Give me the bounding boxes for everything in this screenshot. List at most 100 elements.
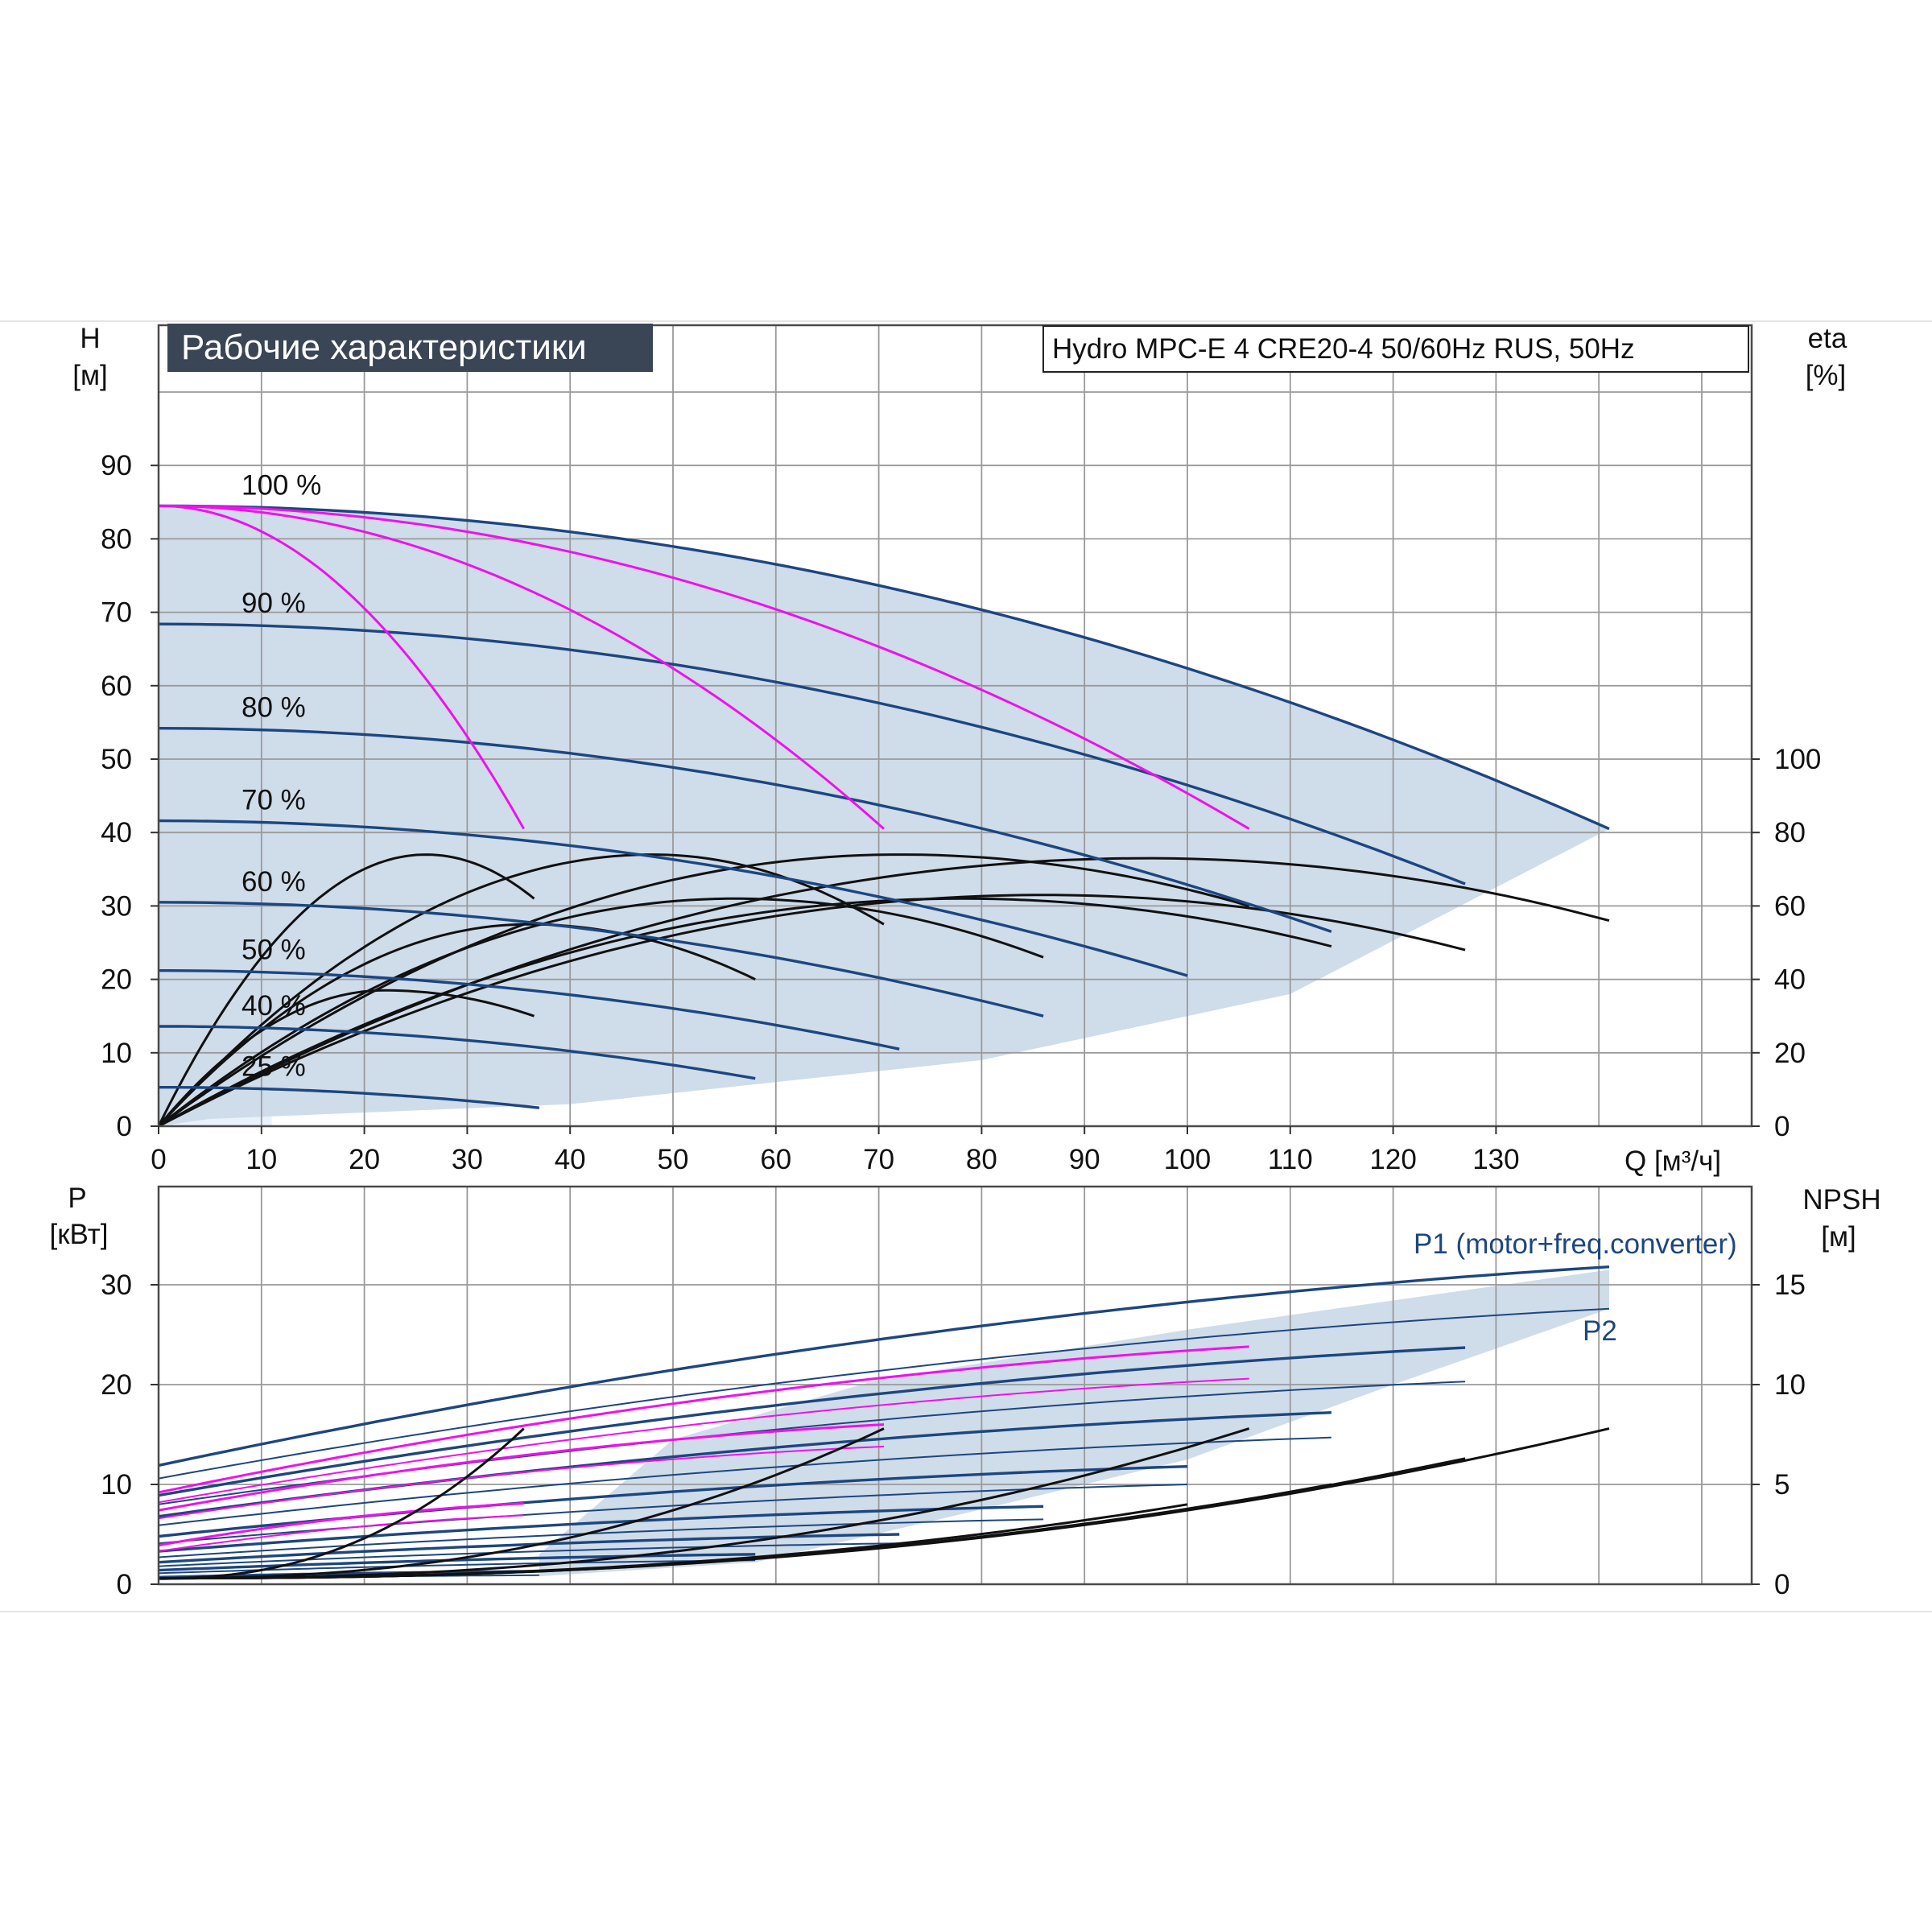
power-envelope [539, 1269, 1609, 1577]
power-curve [159, 1518, 1044, 1558]
npsh-curve [159, 1427, 525, 1580]
head-curve [159, 504, 1610, 831]
speed-label: 25 % [242, 1051, 306, 1083]
power-grid [159, 1187, 1752, 1584]
efficiency-curve [159, 857, 1610, 1126]
speed-labels: 100 % 90 % 80 % 70 % 60 % 50 % 40 % 25 % [242, 469, 321, 1082]
power-curve [159, 1307, 1610, 1480]
efficiency-curve [159, 897, 1332, 1126]
speed-label: 70 % [242, 785, 306, 816]
x-tick-label: 120 [1369, 1144, 1416, 1175]
head-ticks: 0 10 20 30 40 50 60 70 80 90 100 110 120 130 0 10 20 30 40… [101, 450, 1821, 1175]
head-curve [159, 1025, 756, 1080]
head-curve [159, 969, 900, 1051]
power-envelope-area [539, 1269, 1609, 1577]
p1-series-label: P1 (motor+freq.converter) [1414, 1228, 1737, 1260]
y-tick-label: 80 [101, 523, 132, 555]
head-curve [159, 622, 1466, 886]
title-box [167, 324, 653, 372]
x-tick-label: 30 [452, 1144, 483, 1175]
x-tick-label: 40 [555, 1144, 586, 1175]
y-tick-label: 20 [101, 964, 132, 996]
npsh-tick-label: 15 [1774, 1269, 1806, 1301]
y-tick-label: 0 [117, 1111, 132, 1142]
y-tick-label: 70 [101, 597, 132, 629]
head-grid [159, 325, 1752, 1126]
y2-axis-unit: [%] [1806, 360, 1847, 391]
speed-label: 60 % [242, 866, 306, 898]
speed-label: 50 % [242, 935, 306, 966]
x-tick-label: 10 [246, 1144, 277, 1175]
p-tick-label: 30 [101, 1269, 132, 1301]
power-curve [159, 1505, 1044, 1553]
pump-count-curve [159, 504, 1250, 830]
pump-count-curve [159, 504, 885, 830]
pump-power-curve [159, 1345, 1249, 1494]
bottom-separator [0, 1611, 1932, 1612]
x-tick-label: 70 [863, 1144, 894, 1175]
head-curve [159, 1086, 540, 1109]
x-tick-label: 80 [966, 1144, 997, 1175]
envelope-area [159, 506, 1609, 1126]
npsh-curve [159, 1457, 1466, 1580]
power-curve [159, 1542, 900, 1567]
subtitle-box [1042, 325, 1749, 373]
x-tick-label: 0 [151, 1144, 166, 1175]
x-tick-label: 130 [1472, 1144, 1519, 1175]
y-tick-label: 50 [101, 744, 132, 775]
y-tick-label: 60 [101, 671, 132, 702]
y2-tick-label: 100 [1774, 744, 1821, 775]
p2-series-label: P2 [1583, 1315, 1617, 1347]
x-axis-label: Q [м³/ч] [1624, 1146, 1721, 1177]
head-curves [159, 504, 1610, 1126]
npsh-axis-label: NPSH [1802, 1184, 1880, 1216]
y2-tick-label: 60 [1774, 890, 1806, 922]
chart-subtitle: Hydro MPC-E 4 CRE20-4 50/60Hz RUS, 50Hz [1052, 333, 1635, 365]
y2-tick-label: 40 [1774, 964, 1806, 996]
y2-tick-label: 20 [1774, 1038, 1806, 1069]
y2-tick-label: 80 [1774, 817, 1806, 848]
power-curve [159, 1553, 756, 1572]
y-tick-label: 10 [101, 1038, 132, 1069]
p-tick-label: 10 [101, 1469, 132, 1501]
power-curve [159, 1265, 1610, 1468]
efficiency-curve [159, 853, 1250, 1126]
pump-power-curve [159, 1502, 524, 1547]
efficiency-curve [159, 894, 1466, 1126]
p-axis-unit: [кВт] [50, 1219, 109, 1250]
y2-axis-label: eta [1808, 323, 1847, 354]
efficiency-curve [159, 897, 1044, 1126]
efficiency-curve [159, 853, 885, 1126]
x-tick-label: 100 [1164, 1144, 1211, 1175]
x-tick-label: 110 [1268, 1144, 1313, 1175]
p-tick-label: 20 [101, 1369, 132, 1401]
speed-label: 100 % [242, 469, 321, 501]
pump-power-curve [159, 1377, 1249, 1504]
top-separator [0, 320, 1932, 322]
y-tick-label: 30 [101, 890, 132, 922]
y-tick-label: 40 [101, 817, 132, 848]
p-tick-label: 0 [117, 1569, 132, 1600]
pump-power-curve [159, 1514, 524, 1553]
power-curves [159, 1265, 1610, 1580]
x-tick-label: 60 [760, 1144, 791, 1175]
speed-label: 90 % [242, 588, 306, 619]
power-curve [159, 1346, 1466, 1497]
head-curve [159, 901, 1044, 1018]
y-axis-label: H [80, 323, 100, 354]
npsh-tick-label: 5 [1774, 1469, 1790, 1501]
speed-label: 40 % [242, 990, 306, 1022]
y-axis-unit: [м] [72, 360, 108, 391]
pump-count-curve [159, 504, 525, 830]
npsh-tick-label: 0 [1774, 1569, 1790, 1600]
npsh-curve [159, 1427, 885, 1580]
head-curve [159, 819, 1188, 977]
power-curve [159, 1436, 1331, 1526]
pump-power-curve [159, 1423, 885, 1512]
x-tick-label: 90 [1069, 1144, 1100, 1175]
efficiency-curve [159, 853, 535, 1126]
power-panel: P [кВт] NPSH [м] P1 (motor+freq.converte… [50, 1183, 1881, 1600]
head-panel: Рабочие характеристики Hydro MPC-E 4 CRE… [72, 323, 1847, 1177]
npsh-tick-label: 10 [1774, 1369, 1806, 1401]
